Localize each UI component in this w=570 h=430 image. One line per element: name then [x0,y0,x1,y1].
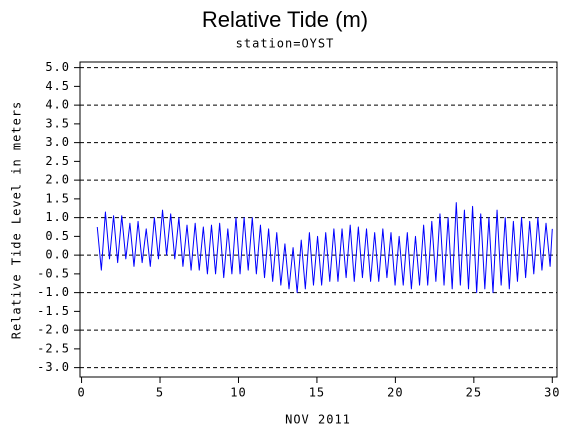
x-tick-label: 25 [466,386,482,400]
chart-title: Relative Tide (m) [202,7,368,32]
y-tick-label: -2.5 [37,341,70,355]
x-tick-label: 5 [156,386,164,400]
y-tick-label: 4.5 [45,79,70,93]
plot-frame [79,61,558,378]
x-tick-label: 30 [544,386,560,400]
y-tick-label: 5.0 [45,60,70,74]
x-axis-label: NOV 2011 [285,413,351,427]
y-tick-label: 0.5 [45,229,70,243]
y-tick-label: -3.0 [37,360,70,374]
chart-subtitle: station=OYST [236,37,335,51]
x-tick-label: 20 [387,386,403,400]
y-tick-label: 3.5 [45,116,70,130]
y-tick-label: -0.5 [37,266,70,280]
y-tick-label: 4.0 [45,98,70,112]
y-tick-label: 2.5 [45,154,70,168]
x-tick-label: 10 [230,386,246,400]
y-tick-label: 2.0 [45,173,70,187]
y-tick-label: 1.5 [45,191,70,205]
y-tick-label: -2.0 [37,323,70,337]
y-axis-label: Relative Tide Level in meters [10,101,24,340]
y-tick-label: 0.0 [45,248,70,262]
tide-line [96,202,553,294]
x-tick-label: 0 [77,386,85,400]
y-tick-label: 1.0 [45,210,70,224]
x-tick-label: 15 [309,386,325,400]
y-tick-label: 3.0 [45,135,70,149]
y-tick-label: -1.5 [37,304,70,318]
y-tick-label: -1.0 [37,285,70,299]
